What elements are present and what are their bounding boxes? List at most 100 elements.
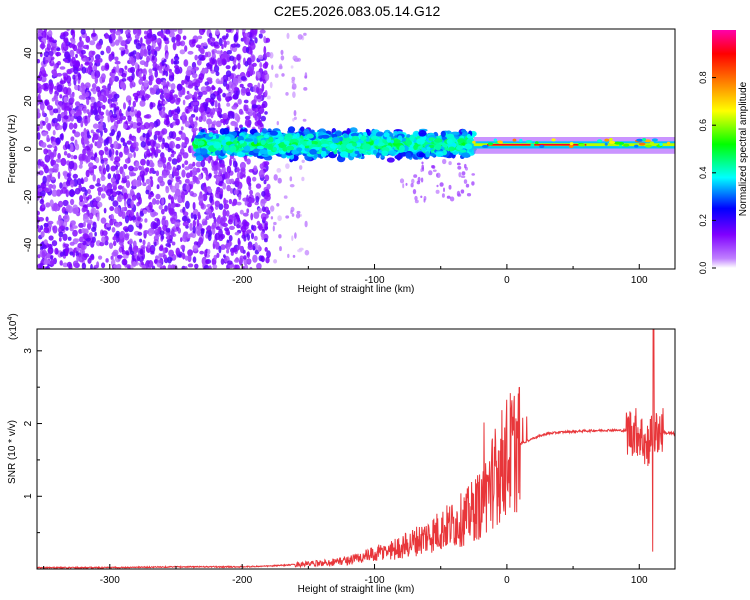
spectrogram-cell xyxy=(171,158,178,165)
spectrogram-cell xyxy=(266,183,271,190)
spectrogram-cell xyxy=(226,231,231,236)
spectrogram-cell xyxy=(212,163,218,171)
spectrogram-cell xyxy=(290,206,295,212)
spectrogram-cell xyxy=(59,66,66,70)
spectrogram-cell xyxy=(225,172,231,179)
spectrogram-cell xyxy=(210,93,216,100)
spectrogram-cell xyxy=(269,81,273,89)
spectrogram-cell xyxy=(226,165,232,174)
spectrogram-cell xyxy=(109,206,115,212)
spectrogram-cell xyxy=(416,138,425,145)
spectrogram-cell xyxy=(126,140,132,145)
spectrogram-cell xyxy=(256,220,261,226)
spectrogram-cell xyxy=(119,47,125,51)
spectrogram-cell xyxy=(135,161,140,169)
spectrogram-cell xyxy=(135,42,142,50)
spectrogram-cell xyxy=(146,149,150,154)
spectrogram-cell xyxy=(54,145,58,152)
spectrogram-cell xyxy=(107,94,113,99)
spectrogram-cell xyxy=(56,72,63,77)
spectrogram-cell xyxy=(182,99,186,106)
spectrogram-cell xyxy=(123,163,128,170)
spectrogram-cell xyxy=(119,108,122,118)
spectrogram-cell xyxy=(161,81,167,86)
spectrogram-cell xyxy=(212,57,215,65)
spectrogram-cell xyxy=(114,156,121,163)
tone-band-cell xyxy=(472,140,476,144)
spectrogram-cell xyxy=(44,100,48,106)
spectrogram-cell xyxy=(200,86,207,93)
spectrogram-cell xyxy=(114,39,120,46)
spectrogram-cell xyxy=(238,108,243,115)
spectrogram-cell xyxy=(88,162,94,169)
spectrogram-cell xyxy=(152,62,158,68)
spectrogram-cell xyxy=(100,159,105,164)
spectrogram-x-tick-label: -200 xyxy=(232,275,252,286)
spectrogram-cell xyxy=(84,145,90,151)
spectrogram-cell xyxy=(74,187,81,195)
spectrogram-cell xyxy=(181,215,188,222)
spectrogram-cell xyxy=(73,155,78,160)
spectrogram-cell xyxy=(246,158,251,165)
spectrogram-cell xyxy=(162,171,167,177)
spectrogram-cell xyxy=(162,249,166,254)
spectrogram-cell xyxy=(98,96,104,101)
spectrogram-cell xyxy=(182,87,186,96)
spectrogram-cell xyxy=(184,166,190,171)
spectrogram-cell xyxy=(204,51,209,58)
spectrogram-cell xyxy=(229,55,235,62)
spectrogram-cell xyxy=(261,190,266,197)
spectrogram-cell xyxy=(84,189,88,197)
spectrogram-cell xyxy=(286,32,290,40)
spectrogram-cell xyxy=(77,42,83,48)
spectrogram-cell xyxy=(122,258,127,266)
spectrogram-cell xyxy=(430,152,435,157)
spectrogram-cell xyxy=(223,144,230,152)
spectrogram-cell xyxy=(200,47,205,55)
spectrogram-y-tick-label: 20 xyxy=(23,95,34,107)
spectrogram-cell xyxy=(294,55,299,62)
spectrogram-cell xyxy=(226,249,230,254)
spectrogram-cell xyxy=(70,109,76,115)
spectrogram-cell xyxy=(306,133,314,139)
tone-band-cell xyxy=(642,137,647,141)
spectrogram-cell xyxy=(122,116,126,120)
spectrogram-cell xyxy=(105,137,109,146)
spectrogram-cell xyxy=(216,175,220,185)
spectrogram-cell xyxy=(259,163,264,169)
spectrogram-cell xyxy=(230,178,235,184)
spectrogram-cell xyxy=(162,224,168,231)
spectrogram-cell xyxy=(117,173,121,178)
colorbar: 0.00.20.40.60.8 Normalized spectral ampl… xyxy=(698,30,749,274)
spectrogram-cell xyxy=(153,120,159,128)
spectrogram-cell xyxy=(246,202,252,208)
spectrogram-cell xyxy=(295,213,301,219)
spectrogram-cell xyxy=(123,123,128,130)
spectrogram-cell xyxy=(103,139,107,147)
spectrogram-cell xyxy=(195,79,201,88)
spectrogram-cell xyxy=(56,84,63,93)
spectrogram-cell xyxy=(170,185,177,193)
spectrogram-cell xyxy=(156,78,162,85)
snr-panel: -300 -200 -100 0 100 123 Height of straight … xyxy=(7,313,676,595)
spectrogram-cell xyxy=(304,249,310,256)
tone-band-cell xyxy=(604,142,608,146)
spectrogram-cell xyxy=(217,111,220,116)
spectrogram-cell xyxy=(243,236,247,242)
spectrogram-cell xyxy=(52,225,58,234)
spectrogram-cell xyxy=(75,251,79,257)
spectrogram-cell xyxy=(62,233,68,241)
spectrogram-cell xyxy=(129,66,136,74)
spectrogram-cell xyxy=(263,36,267,43)
spectrogram-cell xyxy=(436,184,439,188)
spectrogram-cell xyxy=(215,189,219,195)
spectrogram-cell xyxy=(227,111,234,119)
spectrogram-cell xyxy=(195,44,201,49)
spectrogram-cell xyxy=(139,100,146,107)
spectrogram-cell xyxy=(131,185,137,190)
spectrogram-cell xyxy=(71,190,76,196)
spectrogram-cell xyxy=(220,217,224,223)
spectrogram-cell xyxy=(194,54,198,61)
spectrogram-cell xyxy=(173,55,180,61)
